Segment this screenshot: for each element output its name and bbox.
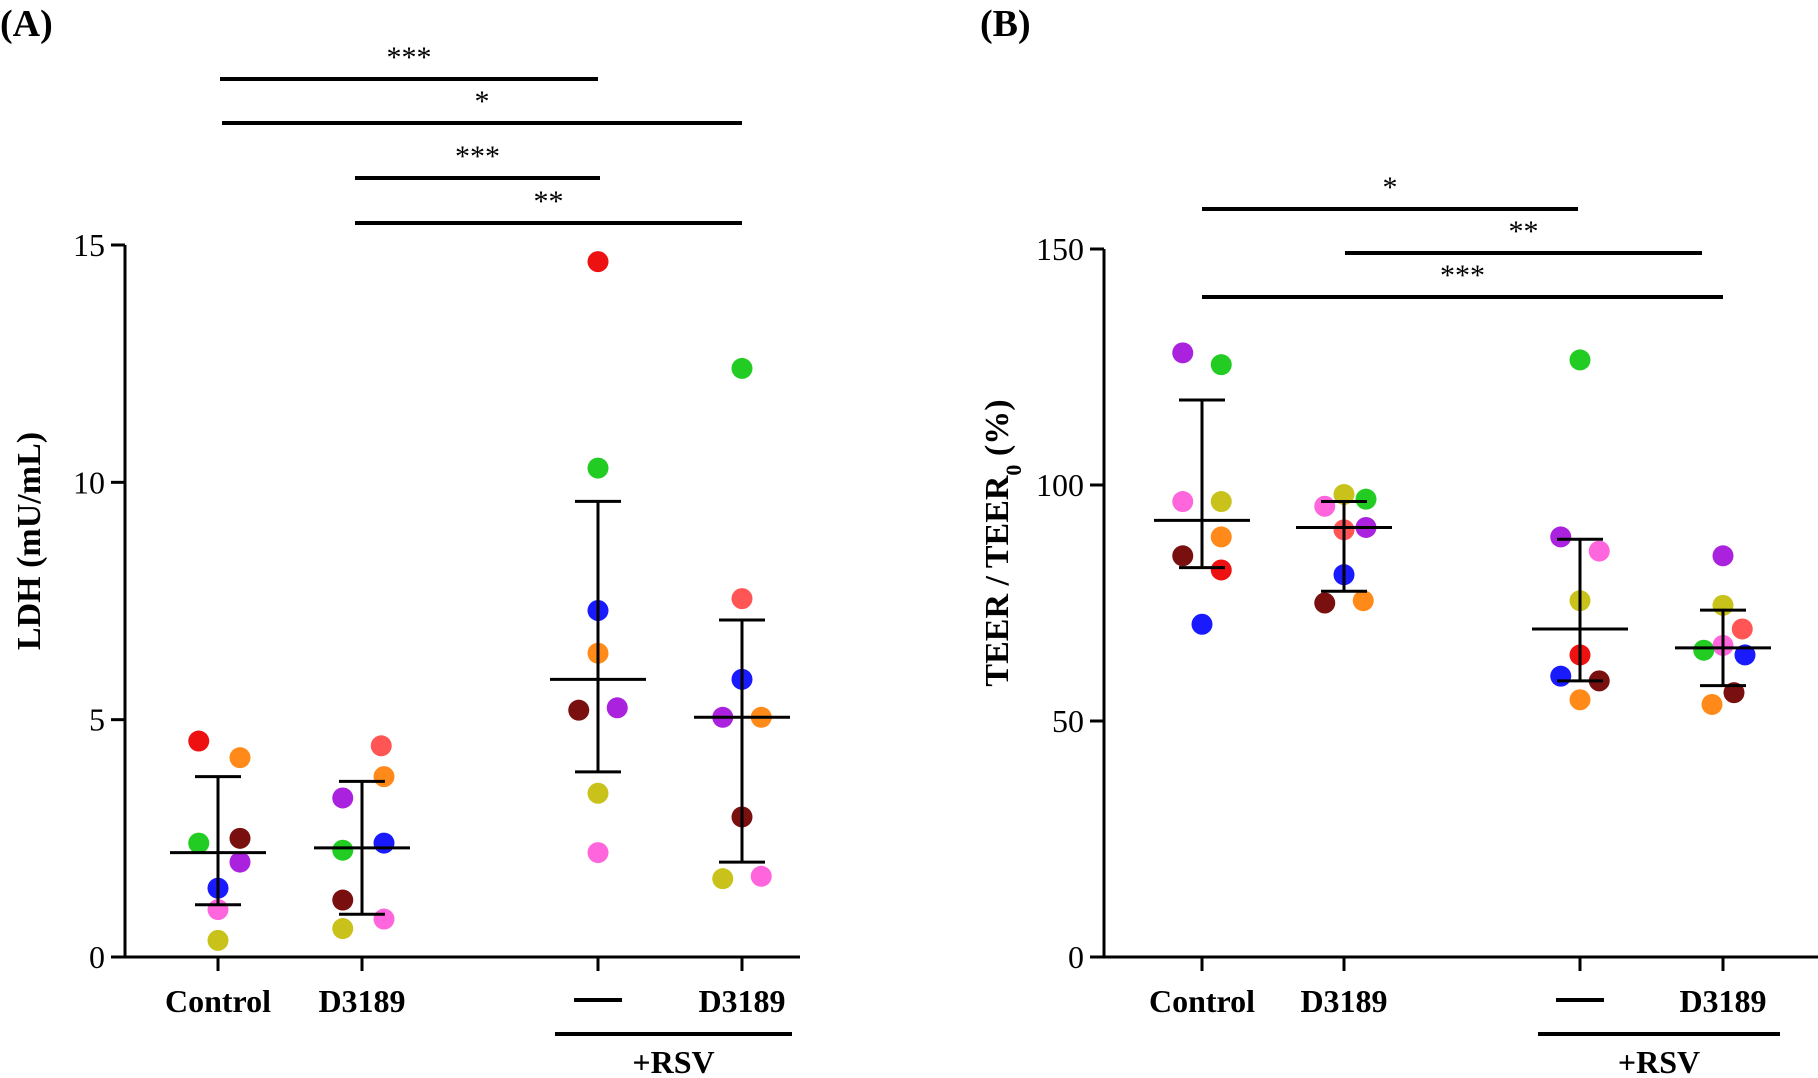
data-point <box>1172 491 1194 513</box>
data-point <box>1172 342 1194 364</box>
data-point <box>731 357 753 379</box>
data-point <box>1210 559 1232 581</box>
data-point <box>373 908 395 930</box>
data-point <box>229 827 251 849</box>
data-point <box>373 766 395 788</box>
category-label: Control <box>165 983 271 1019</box>
category-label: — <box>581 983 615 1019</box>
data-point <box>188 832 210 854</box>
data-point <box>1314 495 1336 517</box>
data-point <box>1550 665 1572 687</box>
data-point <box>606 697 628 719</box>
panel-a: (A) 0 5 10 15 LDH (mU/mL) Control D3189 — D3189 +R… <box>0 3 800 1078</box>
y-tick-label: 0 <box>89 939 105 975</box>
data-point <box>731 588 753 610</box>
data-point <box>1723 682 1745 704</box>
data-point <box>332 839 354 861</box>
data-point <box>1314 592 1336 614</box>
data-point <box>1712 545 1734 567</box>
data-point <box>207 929 229 951</box>
data-point <box>1550 526 1572 548</box>
significance-label: * <box>1383 171 1398 204</box>
data-point <box>229 851 251 873</box>
data-point <box>568 699 590 721</box>
data-point <box>587 842 609 864</box>
data-point <box>332 889 354 911</box>
y-tick-label: 5 <box>89 702 105 738</box>
data-point <box>1588 540 1610 562</box>
data-point <box>587 457 609 479</box>
data-point <box>1333 483 1355 505</box>
panel-b: (B) 0 50 100 150 TEER / TEER0 (%) Control D3189… <box>979 3 1818 1078</box>
data-point <box>587 782 609 804</box>
y-tick-label: 150 <box>1036 231 1084 267</box>
y-tick-label: 15 <box>73 227 105 263</box>
data-point <box>229 747 251 769</box>
data-point <box>1352 590 1374 612</box>
data-point <box>1191 613 1213 635</box>
data-point <box>1569 349 1591 371</box>
category-label: — <box>1563 983 1597 1019</box>
panel-label: (B) <box>980 3 1031 45</box>
data-point <box>1355 488 1377 510</box>
group-label: +RSV <box>1618 1044 1700 1078</box>
data-point <box>1693 639 1715 661</box>
y-tick-label: 10 <box>73 464 105 500</box>
data-point <box>750 865 772 887</box>
data-point <box>1701 693 1723 715</box>
y-axis-label: LDH (mU/mL) <box>11 432 48 650</box>
y-axis-label: TEER / TEER0 (%) <box>979 399 1026 686</box>
group-label: +RSV <box>632 1044 714 1078</box>
y-tick-label: 0 <box>1068 939 1084 975</box>
category-label: D3189 <box>1679 983 1766 1019</box>
data-point <box>587 251 609 273</box>
y-tick-label: 100 <box>1036 467 1084 503</box>
significance-label: *** <box>1440 259 1485 292</box>
data-point <box>1172 545 1194 567</box>
data-point <box>1734 644 1756 666</box>
data-point <box>188 730 210 752</box>
category-label: D3189 <box>318 983 405 1019</box>
panel-label: (A) <box>0 3 53 45</box>
data-point <box>332 787 354 809</box>
category-label: D3189 <box>1300 983 1387 1019</box>
significance-label: ** <box>534 185 564 218</box>
y-tick-label: 50 <box>1052 703 1084 739</box>
category-label: Control <box>1149 983 1255 1019</box>
significance-label: *** <box>455 140 500 173</box>
data-point <box>1731 618 1753 640</box>
data-point <box>1210 354 1232 376</box>
data-point <box>1210 491 1232 513</box>
significance-label: ** <box>1509 215 1539 248</box>
data-point <box>1569 689 1591 711</box>
category-label: D3189 <box>698 983 785 1019</box>
significance-label: * <box>475 85 490 118</box>
data-point <box>370 735 392 757</box>
data-point <box>1210 526 1232 548</box>
data-point <box>712 868 734 890</box>
data-point <box>332 918 354 940</box>
significance-label: *** <box>387 41 432 74</box>
data-point <box>373 832 395 854</box>
